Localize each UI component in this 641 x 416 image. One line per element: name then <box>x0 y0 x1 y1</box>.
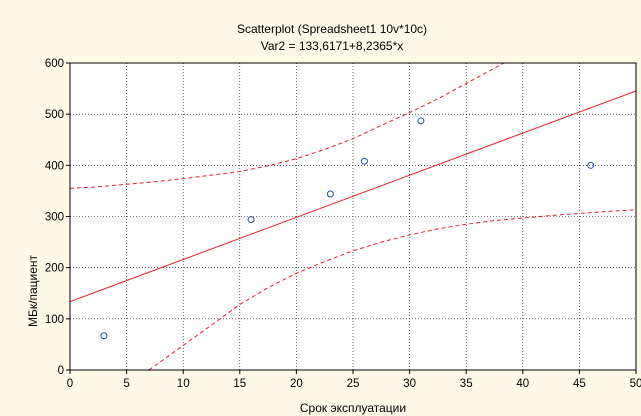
confidence-band-upper <box>70 63 505 189</box>
data-points-layer <box>100 117 595 340</box>
x-tick-label: 0 <box>67 378 73 390</box>
y-axis-label: МБк/пациент <box>26 254 40 327</box>
data-point <box>360 157 368 165</box>
x-tick-label: 25 <box>347 378 360 390</box>
data-point <box>247 216 255 224</box>
x-tick-label: 50 <box>630 378 641 390</box>
x-axis-label: Срок эксплуатации <box>300 401 406 415</box>
y-tick-label: 400 <box>45 160 64 172</box>
x-tick-label: 10 <box>177 378 190 390</box>
x-tick-label: 30 <box>403 378 416 390</box>
chart-subtitle: Var2 = 133,6171+8,2365*x <box>261 39 404 53</box>
confidence-band-lower <box>147 209 636 370</box>
data-point <box>417 117 425 125</box>
x-tick-label: 45 <box>573 378 586 390</box>
regression-line <box>70 90 636 303</box>
y-tick-label: 300 <box>45 212 64 224</box>
x-axis-ticks: 0 5 10 15 20 25 30 35 40 45 50 <box>67 370 641 390</box>
confidence-band-layer <box>70 63 636 370</box>
y-tick-label: 100 <box>45 314 64 326</box>
x-tick-label: 5 <box>123 378 129 390</box>
data-point <box>587 161 595 169</box>
y-tick-label: 200 <box>45 263 64 275</box>
x-tick-label: 35 <box>460 378 473 390</box>
chart-title: Scatterplot (Spreadsheet1 10v*10c) <box>237 22 427 36</box>
y-tick-label: 0 <box>58 365 64 377</box>
x-tick-label: 20 <box>290 378 303 390</box>
data-point <box>326 190 334 198</box>
x-tick-label: 15 <box>233 378 246 390</box>
x-tick-label: 40 <box>516 378 529 390</box>
y-tick-label: 500 <box>45 109 64 121</box>
regression-layer <box>70 90 636 303</box>
data-point <box>100 332 108 340</box>
y-tick-label: 600 <box>45 58 64 70</box>
y-axis-ticks: 0 100 200 300 400 500 600 <box>45 58 70 377</box>
